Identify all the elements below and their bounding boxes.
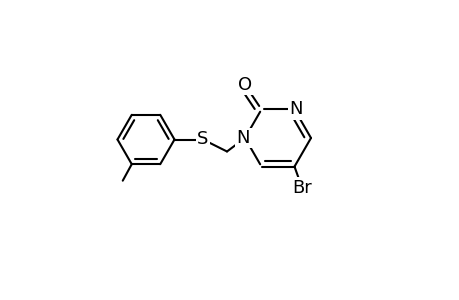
Text: S: S [197,130,208,148]
Text: Br: Br [291,178,311,196]
Text: O: O [237,76,252,94]
Text: N: N [289,100,302,118]
Text: N: N [236,129,250,147]
